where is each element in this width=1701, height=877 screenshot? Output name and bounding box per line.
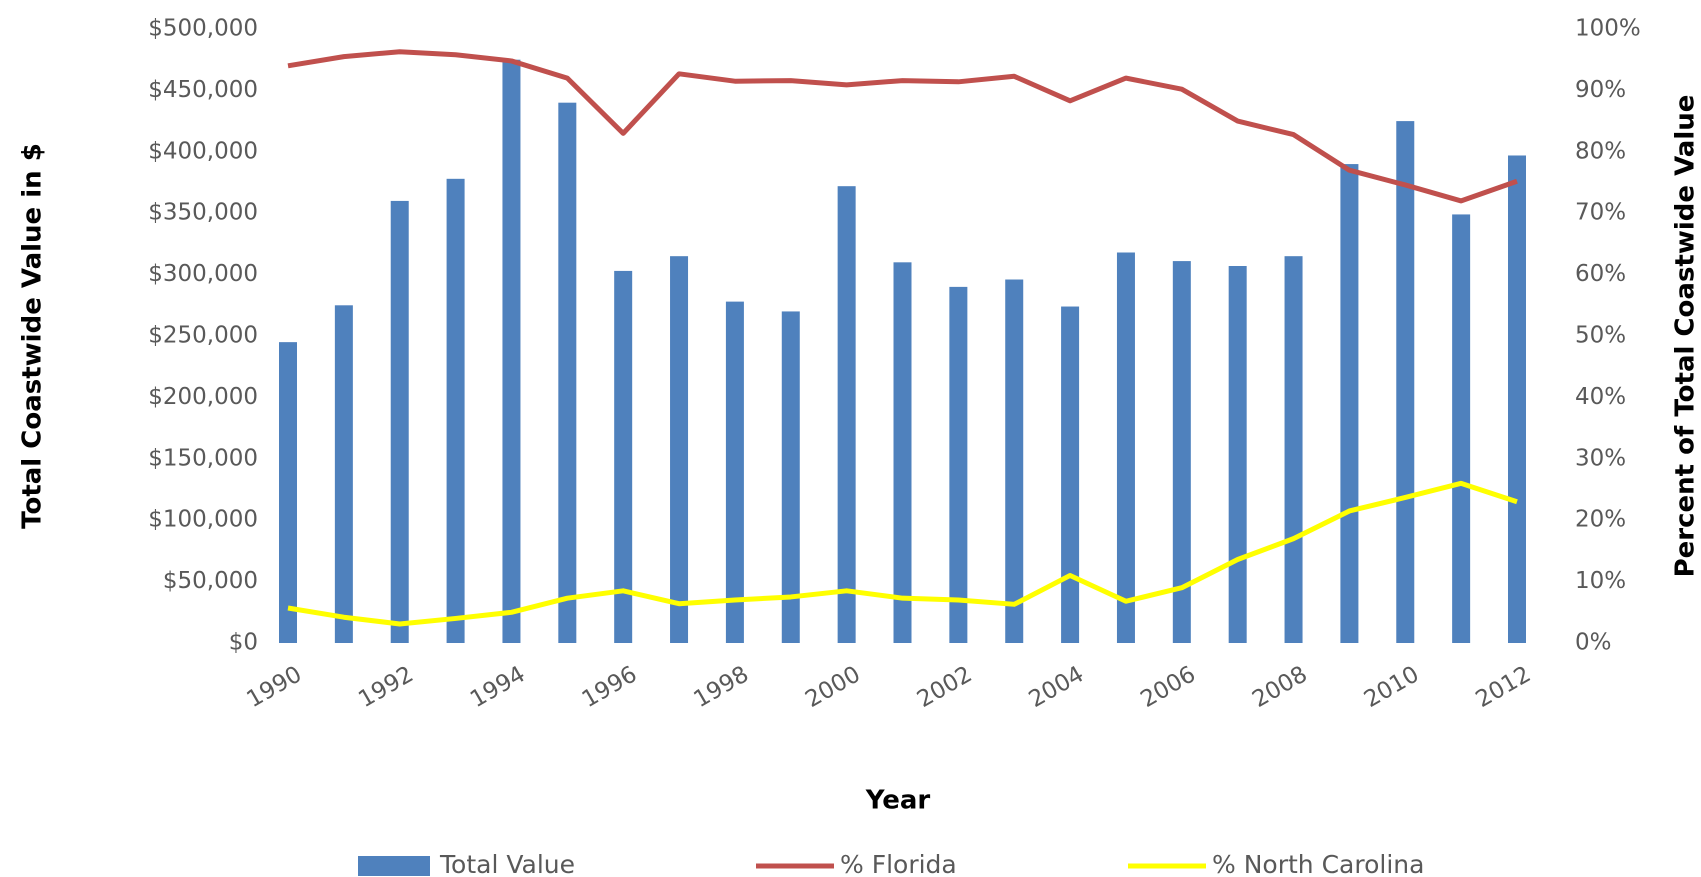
bar — [725, 301, 744, 643]
bar — [1172, 261, 1191, 643]
y-tick-label: $200,000 — [148, 384, 258, 410]
bar — [1228, 266, 1247, 643]
y2-tick-label: 90% — [1575, 77, 1626, 103]
y-tick-label: $150,000 — [148, 445, 258, 471]
bar — [502, 59, 521, 643]
bar — [837, 186, 856, 643]
y2-tick-label: 60% — [1575, 261, 1626, 287]
y2-tick-label: 80% — [1575, 138, 1626, 164]
bar — [670, 256, 689, 643]
bar — [614, 270, 633, 643]
y-tick-label: $500,000 — [148, 16, 258, 42]
y-tick-label: $50,000 — [163, 568, 258, 594]
bar — [1005, 279, 1024, 643]
x-tick-label: 1994 — [466, 661, 530, 713]
y2-tick-label: 40% — [1575, 384, 1626, 410]
x-tick-label: 1992 — [354, 661, 418, 713]
legend-text: Total Value — [439, 850, 575, 877]
x-tick-label: 1990 — [243, 661, 307, 713]
bar — [893, 262, 912, 643]
y2-tick-label: 20% — [1575, 507, 1626, 533]
y-tick-label: $250,000 — [148, 323, 258, 349]
bar — [1396, 121, 1415, 644]
x-tick-label: 2006 — [1136, 661, 1200, 713]
bar — [558, 102, 577, 644]
x-tick-label: 2002 — [913, 661, 977, 713]
x-tick-label: 2008 — [1248, 661, 1312, 713]
legend-text: % Florida — [840, 850, 957, 877]
y-tick-label: $0 — [229, 630, 258, 656]
bar — [446, 178, 465, 644]
line — [287, 49, 1518, 204]
x-tick-label: 1996 — [578, 661, 642, 713]
bar — [1340, 164, 1359, 643]
bar — [1061, 306, 1080, 643]
bar — [1284, 256, 1303, 643]
y-tick-label: $300,000 — [148, 261, 258, 287]
legend-swatch — [358, 856, 430, 876]
bar — [334, 305, 353, 643]
legend-text: % North Carolina — [1212, 850, 1424, 877]
y-tick-label: $100,000 — [148, 507, 258, 533]
y2-tick-label: 50% — [1575, 323, 1626, 349]
y-tick-label: $350,000 — [148, 200, 258, 226]
y2-tick-label: 100% — [1575, 16, 1641, 42]
x-tick-label: 2000 — [801, 661, 865, 713]
bar — [1116, 252, 1135, 643]
y2-tick-label: 0% — [1575, 630, 1612, 656]
x-tick-label: 1998 — [689, 661, 753, 713]
x-tick-label: 2012 — [1472, 661, 1536, 713]
y2-tick-label: 30% — [1575, 445, 1626, 471]
line — [287, 480, 1518, 627]
bar — [390, 200, 409, 644]
bar — [1508, 155, 1526, 643]
x-tick-label: 2004 — [1025, 661, 1089, 713]
y-tick-label: $400,000 — [148, 138, 258, 164]
bar — [279, 342, 297, 643]
bar — [949, 286, 968, 643]
y2-tick-label: 70% — [1575, 200, 1626, 226]
x-tick-label: 2010 — [1360, 661, 1424, 713]
bar — [781, 311, 800, 643]
y-axis-title: Total Coastwide Value in $ — [18, 143, 48, 529]
y-tick-label: $450,000 — [148, 77, 258, 103]
x-axis-title: Year — [865, 786, 931, 816]
bar — [1452, 214, 1471, 644]
y2-tick-label: 10% — [1575, 568, 1626, 594]
y2-axis-title: Percent of Total Coastwide Value — [1671, 95, 1701, 578]
